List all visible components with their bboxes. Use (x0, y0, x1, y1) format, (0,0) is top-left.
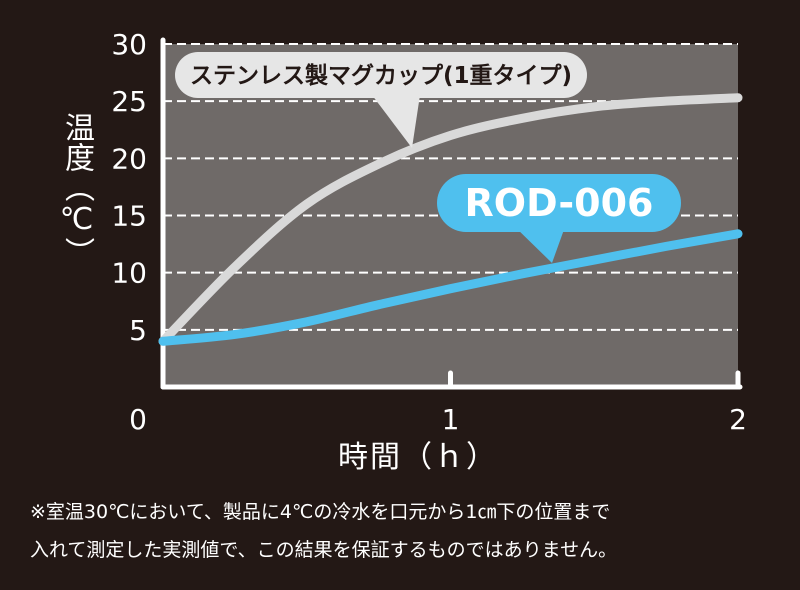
series-label-stainless-mug: ステンレス製マグカップ(1重タイプ) (190, 62, 572, 89)
y-tick-label: 15 (111, 200, 147, 233)
series-label-rod-006: ROD-006 (465, 181, 654, 225)
x-axis-label: 時間（ｈ） (338, 440, 498, 475)
x-tick-label: 2 (729, 403, 747, 436)
y-tick-label: 5 (129, 314, 147, 347)
callout-rod-006: ROD-006 (437, 174, 681, 263)
callout-bubble (437, 174, 681, 232)
callout-stainless-mug: ステンレス製マグカップ(1重タイプ) (175, 52, 587, 148)
series-line-rod-006 (158, 229, 743, 346)
callout-bubble (175, 52, 587, 98)
callout-tail (372, 95, 420, 148)
series-line-stainless-mug (158, 93, 743, 346)
y-tick-label: 20 (111, 142, 147, 175)
x-tick-label: 0 (129, 403, 147, 436)
y-tick-label: 30 (111, 28, 147, 61)
callout-tail (512, 224, 566, 263)
y-tick-label: 10 (111, 257, 147, 290)
y-axis-label: 温度（℃） (59, 112, 94, 267)
x-tick-label: 1 (442, 403, 460, 436)
footnote-line-2: 入れて測定した実測値で、この結果を保証するものではありません。 (30, 539, 618, 561)
footnote-line-1: ※室温30℃において、製品に4℃の冷水を口元から1㎝下の位置まで (30, 501, 611, 523)
y-tick-label: 25 (111, 85, 147, 118)
